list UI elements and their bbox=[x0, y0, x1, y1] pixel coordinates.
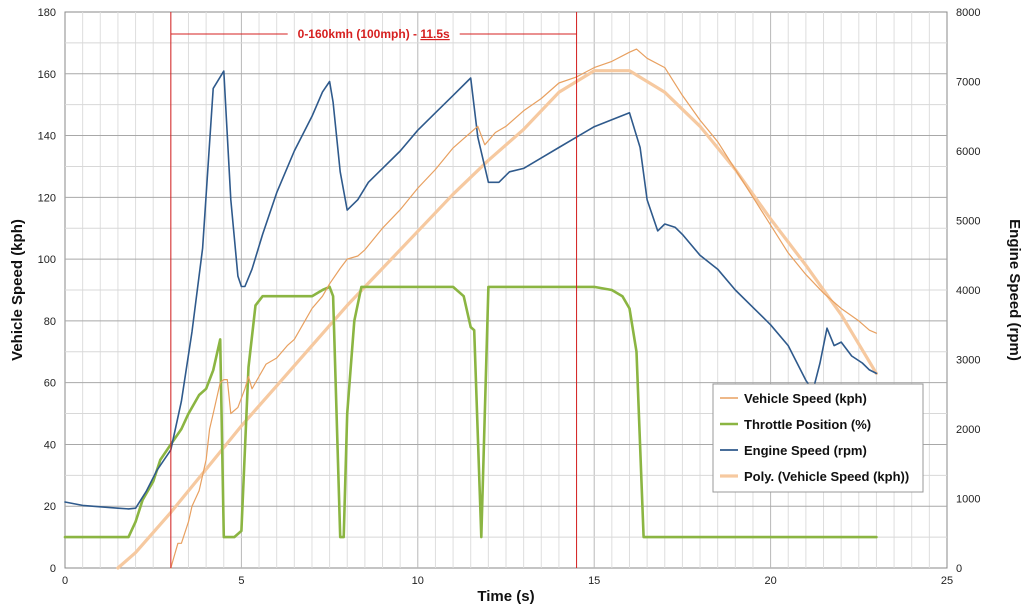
y2-tick-label: 6000 bbox=[956, 146, 980, 158]
y2-tick-label: 2000 bbox=[956, 424, 980, 436]
axes: 0 5 10 15 20 25020406080100120140160180010002… bbox=[38, 7, 981, 587]
series-line-engine-speed bbox=[64, 70, 878, 510]
legend: Vehicle Speed (kph) Throttle Position (%)… bbox=[712, 383, 924, 493]
y-tick-label: 120 bbox=[38, 192, 56, 204]
annotation-label: 0-160kmh (100mph) - 11.5s bbox=[298, 27, 450, 41]
legend-label-engine-speed: Engine Speed (rpm) bbox=[744, 443, 867, 458]
y2-tick-label: 3000 bbox=[956, 355, 980, 367]
annotation: 0-160kmh (100mph) - 11.5s bbox=[170, 12, 578, 568]
legend-label-vehicle-speed: Vehicle Speed (kph) bbox=[744, 391, 867, 406]
series-line-throttle-position bbox=[63, 285, 878, 539]
x-tick-label: 0 bbox=[62, 575, 68, 587]
y2-tick-label: 8000 bbox=[956, 7, 980, 19]
x-axis-title: Time (s) bbox=[477, 588, 534, 605]
x-tick-label: 15 bbox=[588, 575, 600, 587]
series-line-vehicle-speed bbox=[170, 48, 878, 569]
y-tick-label: 40 bbox=[44, 439, 56, 451]
series-line-poly-vehicle-speed bbox=[116, 69, 879, 570]
annotation-time-value: 11.5s bbox=[420, 27, 450, 41]
y-tick-label: 160 bbox=[38, 69, 56, 81]
x-tick-label: 5 bbox=[238, 575, 244, 587]
x-tick-label: 25 bbox=[941, 575, 953, 587]
y2-tick-label: 7000 bbox=[956, 77, 980, 89]
legend-box bbox=[712, 383, 924, 493]
y-tick-label: 60 bbox=[44, 378, 56, 390]
x-tick-label: 10 bbox=[412, 575, 424, 587]
y2-tick-label: 1000 bbox=[956, 494, 980, 506]
y-axis-title: Vehicle Speed (kph) bbox=[9, 219, 26, 361]
y-tick-label: 140 bbox=[38, 131, 56, 143]
legend-label-throttle-position: Throttle Position (%) bbox=[744, 417, 871, 432]
y2-axis-title: Engine Speed (rpm) bbox=[1006, 219, 1023, 361]
y2-tick-label: 5000 bbox=[956, 216, 980, 228]
grid bbox=[65, 12, 947, 568]
y-tick-label: 80 bbox=[44, 316, 56, 328]
y-tick-label: 100 bbox=[38, 254, 56, 266]
y-tick-label: 180 bbox=[38, 7, 56, 19]
series-layer bbox=[63, 48, 879, 570]
y-tick-label: 20 bbox=[44, 501, 56, 513]
y2-tick-label: 4000 bbox=[956, 285, 980, 297]
x-tick-label: 20 bbox=[764, 575, 776, 587]
legend-label-poly-vehicle-speed: Poly. (Vehicle Speed (kph)) bbox=[744, 469, 909, 484]
y-tick-label: 0 bbox=[50, 563, 56, 575]
y2-tick-label: 0 bbox=[956, 563, 962, 575]
